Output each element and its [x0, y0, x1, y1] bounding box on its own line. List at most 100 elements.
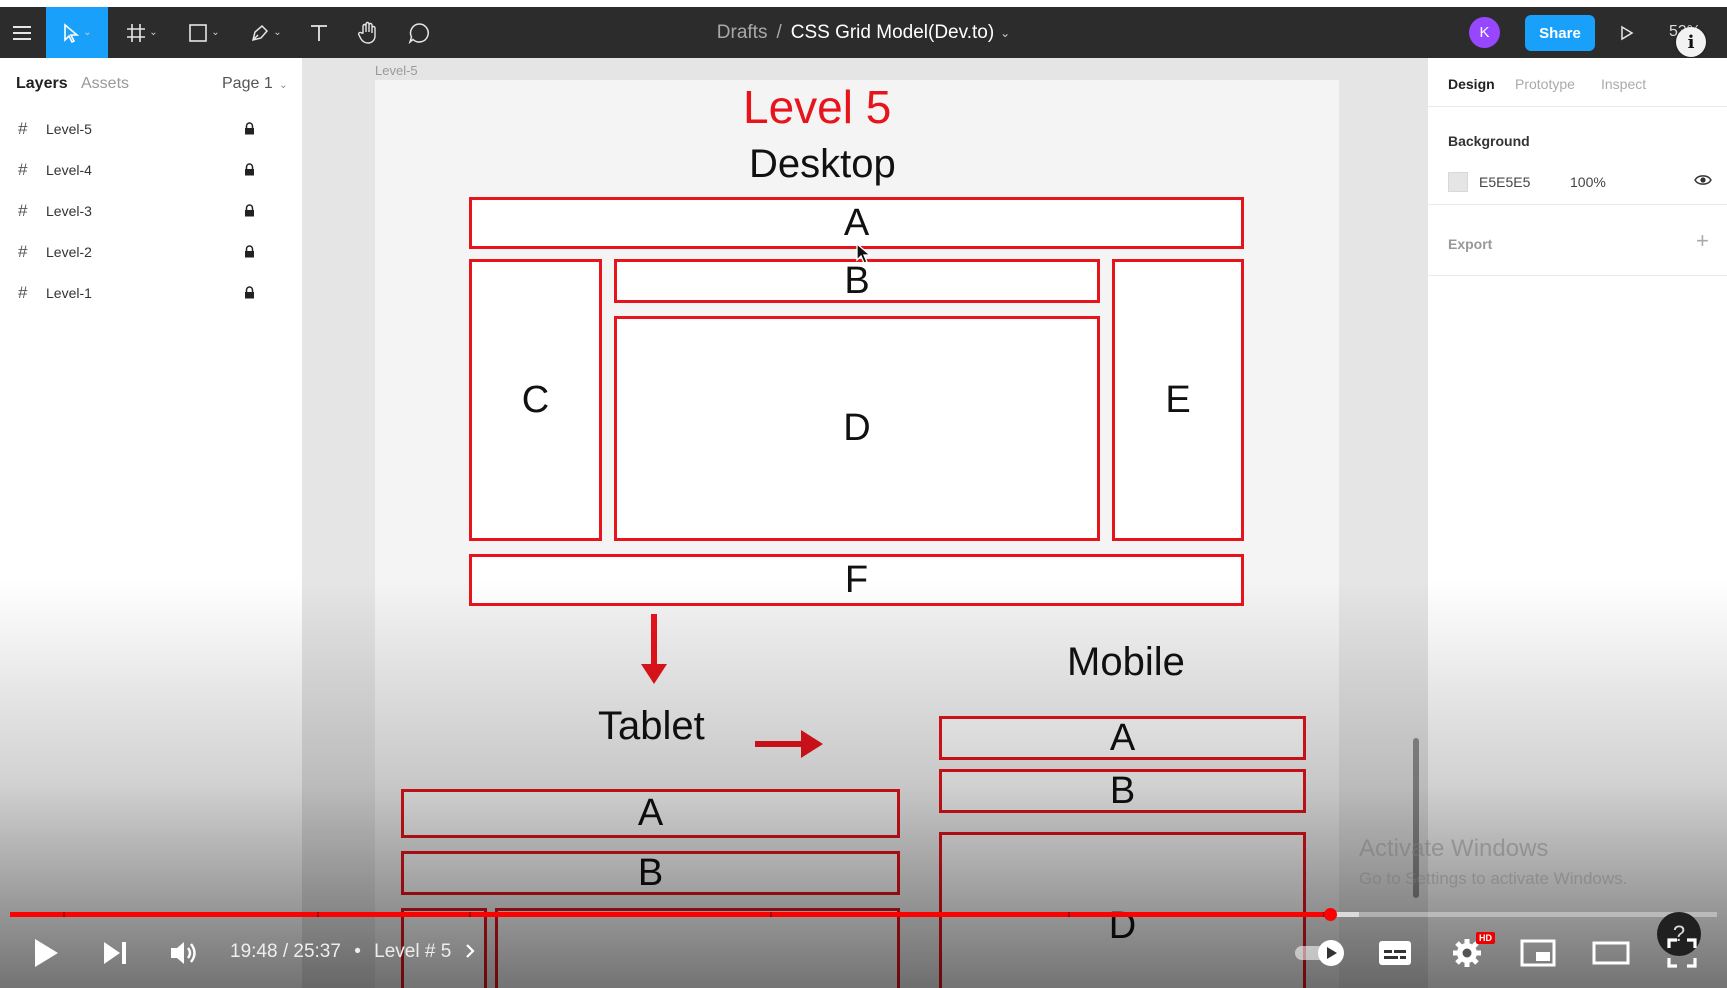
page-selector[interactable]: Page 1 ⌄ — [222, 75, 288, 93]
share-button[interactable]: Share — [1525, 15, 1595, 51]
text-t-icon — [311, 24, 327, 41]
progress-scrubber[interactable] — [1323, 908, 1337, 921]
breadcrumb-drafts[interactable]: Drafts — [716, 21, 768, 43]
background-opacity-input[interactable]: 100% — [1570, 174, 1606, 190]
divider — [1428, 275, 1727, 276]
tab-assets[interactable]: Assets — [81, 75, 130, 92]
desktop-box-b[interactable]: B — [614, 259, 1100, 303]
miniplayer-icon — [1520, 939, 1556, 967]
divider — [1428, 106, 1727, 107]
comment-tool-button[interactable] — [404, 7, 434, 58]
frame-title: Level 5 — [743, 81, 892, 133]
comment-bubble-icon — [408, 22, 429, 44]
frame-tool-button[interactable]: ⌄ — [120, 7, 164, 58]
chapter-marker — [317, 912, 319, 917]
lock-icon[interactable] — [244, 204, 255, 217]
theater-mode-button[interactable] — [1592, 933, 1630, 973]
chapter-marker — [770, 912, 772, 917]
current-time: 19:48 — [230, 941, 278, 962]
layer-item[interactable]: # Level-3 — [0, 191, 302, 231]
activate-windows-watermark: Activate Windows Go to Settings to activ… — [1359, 835, 1627, 889]
hamburger-icon — [13, 25, 31, 40]
duration: 25:37 — [293, 941, 341, 962]
layer-item[interactable]: # Level-2 — [0, 232, 302, 272]
fullscreen-button[interactable] — [1664, 933, 1700, 973]
pen-icon — [252, 24, 269, 41]
background-color-swatch[interactable] — [1448, 172, 1468, 192]
tab-design[interactable]: Design — [1448, 76, 1495, 92]
figma-toolbar: ⌄ ⌄ ⌄ ⌄ Drafts / CSS Grid Model(Dev.to) … — [0, 7, 1727, 58]
pointer-icon — [64, 22, 80, 43]
chapter-marker — [469, 912, 471, 917]
shape-tool-button[interactable]: ⌄ — [182, 7, 226, 58]
page-selector-label: Page 1 — [222, 75, 273, 92]
tab-inspect[interactable]: Inspect — [1601, 76, 1647, 92]
chevron-down-icon: ⌄ — [279, 80, 288, 91]
play-triangle-icon — [1621, 25, 1634, 40]
skip-next-icon — [104, 942, 126, 964]
frame-hash-icon: # — [18, 160, 28, 179]
volume-button[interactable] — [166, 933, 204, 973]
rectangle-icon — [189, 23, 208, 42]
layer-name: Level-4 — [46, 162, 92, 178]
chapter-marker — [63, 912, 65, 917]
volume-icon — [171, 942, 196, 964]
autoplay-toggle[interactable] — [1292, 933, 1348, 973]
play-button[interactable] — [28, 933, 64, 973]
frame-hash-icon — [127, 23, 146, 42]
layer-item[interactable]: # Level-1 — [0, 273, 302, 313]
lock-icon[interactable] — [244, 163, 255, 176]
file-name[interactable]: CSS Grid Model(Dev.to) — [790, 21, 995, 43]
time-display: 19:48 / 25:37 • Level # 5 — [230, 941, 475, 963]
desktop-box-e[interactable]: E — [1112, 259, 1244, 541]
present-button[interactable] — [1614, 7, 1640, 58]
time-separator: / — [282, 941, 289, 962]
layer-item[interactable]: # Level-4 — [0, 150, 302, 190]
chevron-down-icon: ⌄ — [273, 27, 282, 38]
activate-title: Activate Windows — [1359, 835, 1549, 862]
hd-badge: HD — [1476, 932, 1495, 944]
lock-icon[interactable] — [244, 245, 255, 258]
breadcrumb-separator: / — [776, 21, 782, 43]
frame-label[interactable]: Level-5 — [375, 63, 418, 78]
text-tool-button[interactable] — [304, 7, 334, 58]
chevron-right-icon[interactable] — [465, 941, 475, 962]
chapter-title[interactable]: Level # 5 — [374, 941, 452, 962]
desktop-box-d[interactable]: D — [614, 316, 1100, 541]
chevron-down-icon[interactable]: ⌄ — [1000, 25, 1011, 40]
eye-icon[interactable] — [1694, 174, 1712, 186]
subtitles-button[interactable] — [1376, 933, 1414, 973]
export-section-title: Export — [1448, 236, 1493, 252]
play-icon — [35, 939, 58, 967]
autoplay-toggle-icon — [1295, 940, 1344, 966]
chapter-dot: • — [354, 941, 361, 962]
settings-button[interactable] — [1449, 933, 1485, 973]
main-menu-button[interactable] — [8, 7, 36, 58]
layer-name: Level-2 — [46, 244, 92, 260]
activate-subtitle: Go to Settings to activate Windows. — [1359, 869, 1628, 888]
desktop-heading: Desktop — [749, 142, 896, 186]
lock-icon[interactable] — [244, 122, 255, 135]
lock-icon[interactable] — [244, 286, 255, 299]
tab-layers[interactable]: Layers — [16, 75, 68, 92]
frame-hash-icon: # — [18, 242, 28, 261]
hand-tool-button[interactable] — [352, 7, 384, 58]
avatar[interactable]: K — [1469, 17, 1500, 48]
layer-item[interactable]: # Level-5 — [0, 109, 302, 149]
pen-tool-button[interactable]: ⌄ — [244, 7, 288, 58]
fullscreen-icon — [1667, 938, 1697, 968]
background-hex-input[interactable]: E5E5E5 — [1479, 174, 1531, 190]
tab-prototype[interactable]: Prototype — [1515, 76, 1575, 92]
cursor-arrow-icon — [856, 242, 872, 264]
subtitles-icon — [1379, 941, 1411, 965]
move-tool-button[interactable]: ⌄ — [46, 7, 108, 58]
info-icon[interactable]: i — [1676, 27, 1706, 57]
miniplayer-button[interactable] — [1519, 933, 1557, 973]
progress-bar[interactable] — [10, 908, 1717, 921]
next-button[interactable] — [98, 933, 132, 973]
frame-hash-icon: # — [18, 283, 28, 302]
gear-icon — [1453, 939, 1481, 967]
layer-name: Level-5 — [46, 121, 92, 137]
add-export-button[interactable]: + — [1696, 228, 1709, 253]
desktop-box-c[interactable]: C — [469, 259, 602, 541]
